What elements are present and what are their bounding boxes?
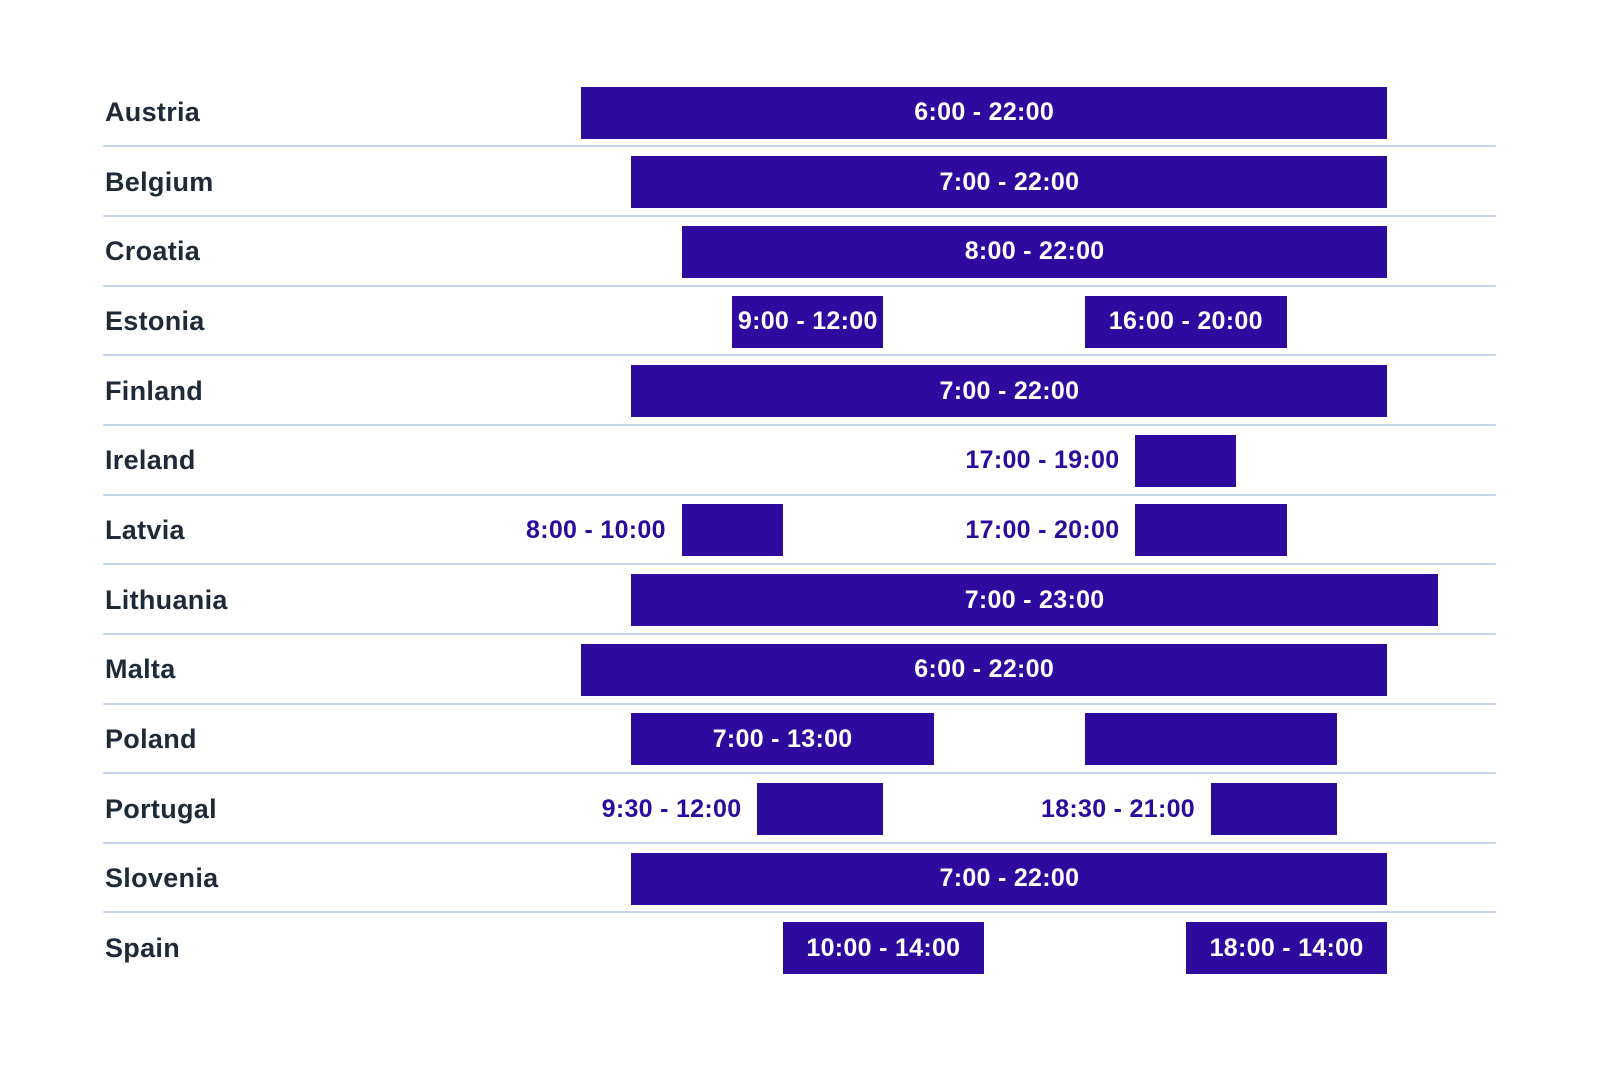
time-range-bar: 10:00 - 14:00 xyxy=(782,922,985,975)
country-label: Poland xyxy=(105,723,197,754)
chart-row: Spain 10:00 - 14:00 18:00 - 14:00 xyxy=(0,913,1600,983)
chart-row: Lithuania 7:00 - 23:00 xyxy=(0,565,1600,635)
time-range-bar: 7:00 - 22:00 xyxy=(631,156,1388,209)
country-label: Malta xyxy=(105,654,176,685)
row-separator xyxy=(103,423,1496,426)
time-range-bar: 9:00 - 12:00 xyxy=(732,295,884,348)
time-range-label: 7:00 - 23:00 xyxy=(964,585,1105,614)
row-separator xyxy=(103,284,1496,287)
time-range-label: 7:00 - 13:00 xyxy=(712,724,853,753)
country-label: Croatia xyxy=(105,236,201,267)
country-label: Ireland xyxy=(105,445,196,476)
time-range-label: 18:30 - 21:00 xyxy=(1041,794,1195,823)
chart-row: Finland 7:00 - 22:00 xyxy=(0,356,1600,426)
time-range-bar: 6:00 - 22:00 xyxy=(581,643,1388,696)
time-range-label: 17:00 - 20:00 xyxy=(965,515,1120,544)
time-range-bar: 7:00 - 13:00 xyxy=(631,713,934,766)
time-range-label: 9:30 - 12:00 xyxy=(601,794,742,823)
time-range-label: 10:00 - 14:00 xyxy=(806,933,961,962)
country-label: Estonia xyxy=(105,306,205,337)
time-range-bar: 6:00 - 22:00 xyxy=(581,86,1388,139)
country-label: Spain xyxy=(105,932,181,963)
chart-row: Croatia 8:00 - 22:00 xyxy=(0,217,1600,287)
country-label: Belgium xyxy=(105,166,214,197)
time-range-bar xyxy=(757,783,884,835)
chart-row: Poland 7:00 - 13:00 xyxy=(0,705,1600,775)
time-range-label: 18:00 - 14:00 xyxy=(1209,933,1364,962)
time-range-label: 8:00 - 10:00 xyxy=(526,515,666,544)
row-separator xyxy=(103,841,1496,844)
time-range-label: 7:00 - 22:00 xyxy=(939,376,1080,405)
chart-row: Malta 6:00 - 22:00 xyxy=(0,635,1600,705)
time-range-label: 17:00 - 19:00 xyxy=(965,446,1120,475)
row-separator xyxy=(103,493,1496,496)
time-range-bar xyxy=(1135,504,1287,557)
row-separator xyxy=(103,563,1496,566)
country-label: Lithuania xyxy=(105,584,228,615)
row-separator xyxy=(103,702,1496,705)
time-range-bar xyxy=(1211,783,1337,835)
time-range-bar xyxy=(681,504,783,557)
time-range-bar: 7:00 - 23:00 xyxy=(631,574,1438,627)
country-label: Latvia xyxy=(105,514,185,545)
chart-row: Portugal 9:30 - 12:00 18:30 - 21:00 xyxy=(0,774,1600,844)
time-range-bar: 8:00 - 22:00 xyxy=(681,225,1388,278)
country-label: Portugal xyxy=(105,793,217,824)
chart-row: Slovenia 7:00 - 22:00 xyxy=(0,844,1600,914)
chart-row: Austria 6:00 - 22:00 xyxy=(0,78,1600,148)
chart-row: Ireland 17:00 - 19:00 xyxy=(0,426,1600,496)
time-range-label: 16:00 - 20:00 xyxy=(1108,307,1263,336)
time-range-bar: 7:00 - 22:00 xyxy=(631,852,1388,905)
row-separator xyxy=(103,354,1496,357)
time-range-label: 8:00 - 22:00 xyxy=(964,237,1105,266)
country-label: Finland xyxy=(105,375,204,406)
row-separator xyxy=(103,911,1496,914)
row-separator xyxy=(103,772,1496,775)
time-range-label: 7:00 - 22:00 xyxy=(939,167,1080,196)
row-separator xyxy=(103,145,1496,148)
chart-row: Belgium 7:00 - 22:00 xyxy=(0,147,1600,218)
time-range-label: 7:00 - 22:00 xyxy=(939,864,1080,893)
time-range-bar xyxy=(1135,434,1237,487)
time-range-label: 6:00 - 22:00 xyxy=(914,98,1055,127)
time-range-bar: 18:00 - 14:00 xyxy=(1185,922,1388,975)
chart-row: Estonia 9:00 - 12:00 16:00 - 20:00 xyxy=(0,287,1600,357)
chart-row: Latvia 8:00 - 10:00 17:00 - 20:00 xyxy=(0,496,1600,566)
row-separator xyxy=(103,632,1496,635)
time-range-bar xyxy=(1085,713,1337,766)
time-range-bar: 16:00 - 20:00 xyxy=(1085,295,1287,348)
time-range-label: 9:00 - 12:00 xyxy=(737,307,878,336)
country-label: Austria xyxy=(105,97,201,128)
time-range-label: 6:00 - 22:00 xyxy=(914,655,1055,684)
time-range-bar: 7:00 - 22:00 xyxy=(631,365,1388,418)
row-separator xyxy=(103,215,1496,218)
country-label: Slovenia xyxy=(105,863,219,894)
